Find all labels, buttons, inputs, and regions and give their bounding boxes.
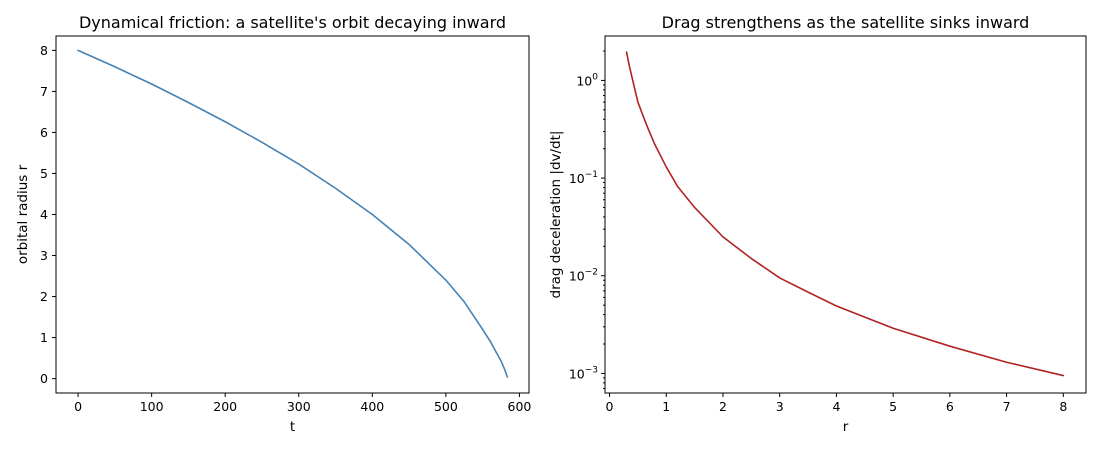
- chart-1-y-tick-label: 3: [40, 248, 48, 263]
- chart-1-y-axis-label: orbital radius r: [15, 164, 31, 264]
- chart-1-y-tick-label: 1: [40, 330, 48, 345]
- chart-2-x-tick-label: 0: [606, 399, 614, 414]
- chart-1-x-tick-label: 300: [287, 399, 311, 414]
- tick-label-exponent: −1: [585, 170, 598, 180]
- chart-1-y-tick-label: 4: [40, 207, 48, 222]
- chart-1-x-tick-label: 400: [360, 399, 384, 414]
- chart-2-y-tick-label: 10−1: [569, 170, 598, 186]
- chart-2-x-tick-label: 1: [662, 399, 670, 414]
- chart-1-y-tick-label: 6: [40, 125, 48, 140]
- chart-2-y-tick-label: 100: [576, 72, 598, 88]
- tick-label-base: 10: [569, 366, 585, 381]
- chart-1-y-tick-label: 5: [40, 166, 48, 181]
- chart-1-y-tick-label: 7: [40, 84, 48, 99]
- chart-2-y-axis-label: drag deceleration |dv/dt|: [548, 131, 564, 299]
- tick-label-exponent: −3: [585, 365, 598, 375]
- chart-2-x-tick-label: 5: [889, 399, 897, 414]
- tick-label-base: 10: [576, 73, 592, 88]
- chart-2-y-tick-label: 10−3: [569, 365, 598, 381]
- chart-2-group: Drag strengthens as the satellite sinks …: [548, 13, 1087, 435]
- chart-1-x-axis-label: t: [290, 419, 295, 435]
- chart-1-title: Dynamical friction: a satellite's orbit …: [79, 13, 506, 32]
- chart-2-x-tick-label: 4: [832, 399, 840, 414]
- chart-2-title: Drag strengthens as the satellite sinks …: [662, 13, 1030, 32]
- tick-label-base: 10: [569, 269, 585, 284]
- chart-1-x-tick-label: 500: [434, 399, 458, 414]
- chart-2-series-line-1: [625, 51, 1065, 377]
- chart-1-x-tick-label: 100: [140, 399, 164, 414]
- chart-2-x-axis-label: r: [843, 419, 849, 435]
- tick-label-exponent: −2: [585, 268, 598, 278]
- chart-1-x-tick-label: 0: [74, 399, 82, 414]
- chart-1-y-tick-label: 0: [40, 371, 48, 386]
- chart-1-x-tick-label: 200: [213, 399, 237, 414]
- chart-1-y-tick-label: 8: [40, 43, 48, 58]
- tick-label-exponent: 0: [592, 72, 598, 82]
- chart-2-x-tick-label: 2: [719, 399, 727, 414]
- chart-2-plot-frame: [604, 35, 1087, 394]
- chart-2-x-tick-label: 7: [1003, 399, 1011, 414]
- chart-2-x-tick-label: 3: [776, 399, 784, 414]
- chart-1-series-line-1: [77, 49, 509, 378]
- tick-label-base: 10: [569, 171, 585, 186]
- chart-2-y-tick-label: 10−2: [569, 268, 598, 284]
- chart-1-x-tick-label: 600: [508, 399, 532, 414]
- chart-1-group: Dynamical friction: a satellite's orbit …: [15, 13, 531, 435]
- chart-1-y-tick-label: 2: [40, 289, 48, 304]
- chart-2-x-tick-label: 6: [946, 399, 954, 414]
- chart-2-x-tick-label: 8: [1059, 399, 1067, 414]
